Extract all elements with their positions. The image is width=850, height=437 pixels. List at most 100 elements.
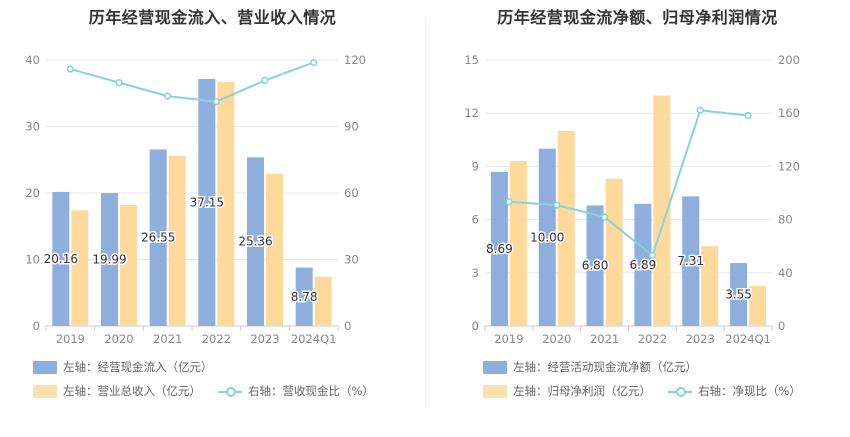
x-tick-label: 2024Q1 (291, 332, 337, 346)
y-left-tick-label: 20 (25, 186, 40, 200)
y-left-tick-label: 30 (25, 120, 40, 134)
data-label: 6.89 (630, 258, 657, 272)
y-right-tick-label: 60 (344, 186, 359, 200)
chart-panel-left: 历年经营现金流入、营业收入情况 0 10 20 30 40 0 30 60 90 120 2019 2… (25, 8, 374, 398)
y-right-tick-label: 0 (778, 319, 785, 333)
x-tick-label: 2023 (686, 332, 715, 346)
data-label: 25.36 (238, 235, 272, 249)
y-right-tick-label: 120 (344, 53, 366, 67)
line-point (648, 251, 657, 260)
bar-primary (586, 205, 604, 326)
data-label-halo: 6.89 (630, 258, 657, 272)
data-label-halo: 25.36 (238, 235, 272, 249)
line-point (66, 65, 74, 73)
x-tick-label: 2023 (250, 332, 279, 346)
bar-secondary (557, 130, 575, 326)
bar-primary (198, 78, 216, 326)
panel-divider (425, 18, 426, 408)
data-label-halo: 37.15 (190, 195, 224, 209)
bar-secondary (71, 210, 89, 326)
y-left-tick-label: 12 (464, 106, 479, 120)
data-label: 26.55 (141, 231, 175, 245)
bar-secondary (266, 173, 283, 326)
y-left-tick-label: 0 (472, 319, 479, 333)
line-point (115, 79, 123, 87)
line-point (696, 106, 704, 114)
data-label-halo: 7.31 (677, 254, 704, 268)
y-left-tick-label: 15 (464, 53, 479, 67)
y-right-tick-label: 120 (778, 159, 800, 173)
bar-primary (149, 149, 167, 326)
bar-primary (490, 171, 508, 326)
data-label-halo: 3.55 (725, 288, 752, 302)
bar-primary (295, 267, 313, 326)
bar-primary (538, 148, 556, 326)
bar-secondary (168, 155, 186, 326)
y-left-tick-label: 3 (472, 266, 479, 280)
data-label: 7.31 (677, 254, 704, 268)
bar-primary (52, 191, 70, 326)
data-label: 10.00 (530, 230, 564, 244)
y-right-tick-label: 0 (344, 319, 351, 333)
bar-secondary (605, 178, 623, 326)
y-right-tick-label: 90 (344, 120, 359, 134)
chart-title: 历年经营现金流净额、归母净利润情况 (497, 8, 778, 27)
y-right-tick-label: 40 (778, 266, 793, 280)
y-left-tick-label: 0 (33, 319, 40, 333)
data-label-halo: 6.80 (582, 259, 609, 273)
bar-secondary (749, 286, 767, 326)
x-tick-label: 2021 (153, 332, 182, 346)
x-tick-label: 2019 (494, 332, 523, 346)
chart-canvas-right: 0 3 6 9 12 15 0 40 80 120 160 200 2019 2020 2021 2022 20… (464, 53, 800, 346)
data-label: 8.78 (291, 290, 318, 304)
data-label-halo: 20.16 (44, 252, 78, 266)
bar-secondary (217, 81, 235, 326)
x-tick-label: 2020 (542, 332, 571, 346)
chart-canvas-left: 0 10 20 30 40 0 30 60 90 120 2019 2020 2021 2022 2023 2… (25, 53, 366, 346)
bar-primary (101, 193, 118, 326)
data-label-halo: 19.99 (92, 253, 126, 267)
data-label-halo: 10.00 (530, 230, 564, 244)
line-point (600, 213, 609, 221)
x-tick-label: 2021 (590, 332, 619, 346)
chart-panel-right: 历年经营现金流净额、归母净利润情况 0 3 6 9 12 15 0 40 80 120 160 200… (425, 0, 850, 437)
y-left-tick-label: 9 (472, 159, 479, 173)
line-point (261, 76, 269, 84)
y-left-tick-label: 6 (472, 213, 479, 227)
line-point (164, 92, 172, 100)
bar-primary (730, 263, 748, 326)
y-right-tick-label: 30 (344, 253, 359, 267)
chart-title: 历年经营现金流入、营业收入情况 (88, 8, 337, 27)
bar-secondary (701, 246, 719, 326)
data-label: 6.80 (582, 259, 609, 273)
line-series (70, 61, 315, 103)
data-label-halo: 26.55 (141, 231, 175, 245)
x-tick-label: 2019 (56, 332, 85, 346)
data-label-halo: 8.69 (486, 242, 513, 256)
bar-primary (247, 157, 264, 326)
data-label-halo: 8.78 (291, 290, 318, 304)
x-tick-label: 2022 (202, 332, 231, 346)
bar-secondary (120, 204, 137, 326)
bar-secondary (653, 95, 671, 326)
line-point (505, 198, 513, 206)
y-left-tick-label: 10 (25, 253, 40, 267)
line-series (508, 109, 749, 258)
data-label: 19.99 (92, 253, 126, 267)
data-label: 37.15 (190, 195, 224, 209)
bar-primary (634, 203, 652, 326)
data-label: 3.55 (725, 288, 752, 302)
line-point (212, 98, 220, 106)
line-point (553, 201, 561, 209)
y-right-tick-label: 160 (778, 106, 800, 120)
y-left-tick-label: 40 (25, 53, 40, 67)
x-tick-label: 2024Q1 (725, 332, 771, 346)
bar-secondary (314, 276, 332, 326)
x-tick-label: 2022 (638, 332, 667, 346)
line-point (744, 111, 752, 120)
y-right-tick-label: 200 (778, 53, 800, 67)
y-right-tick-label: 80 (778, 213, 793, 227)
data-label: 8.69 (486, 242, 513, 256)
line-point (310, 58, 318, 67)
x-tick-label: 2020 (104, 332, 133, 346)
